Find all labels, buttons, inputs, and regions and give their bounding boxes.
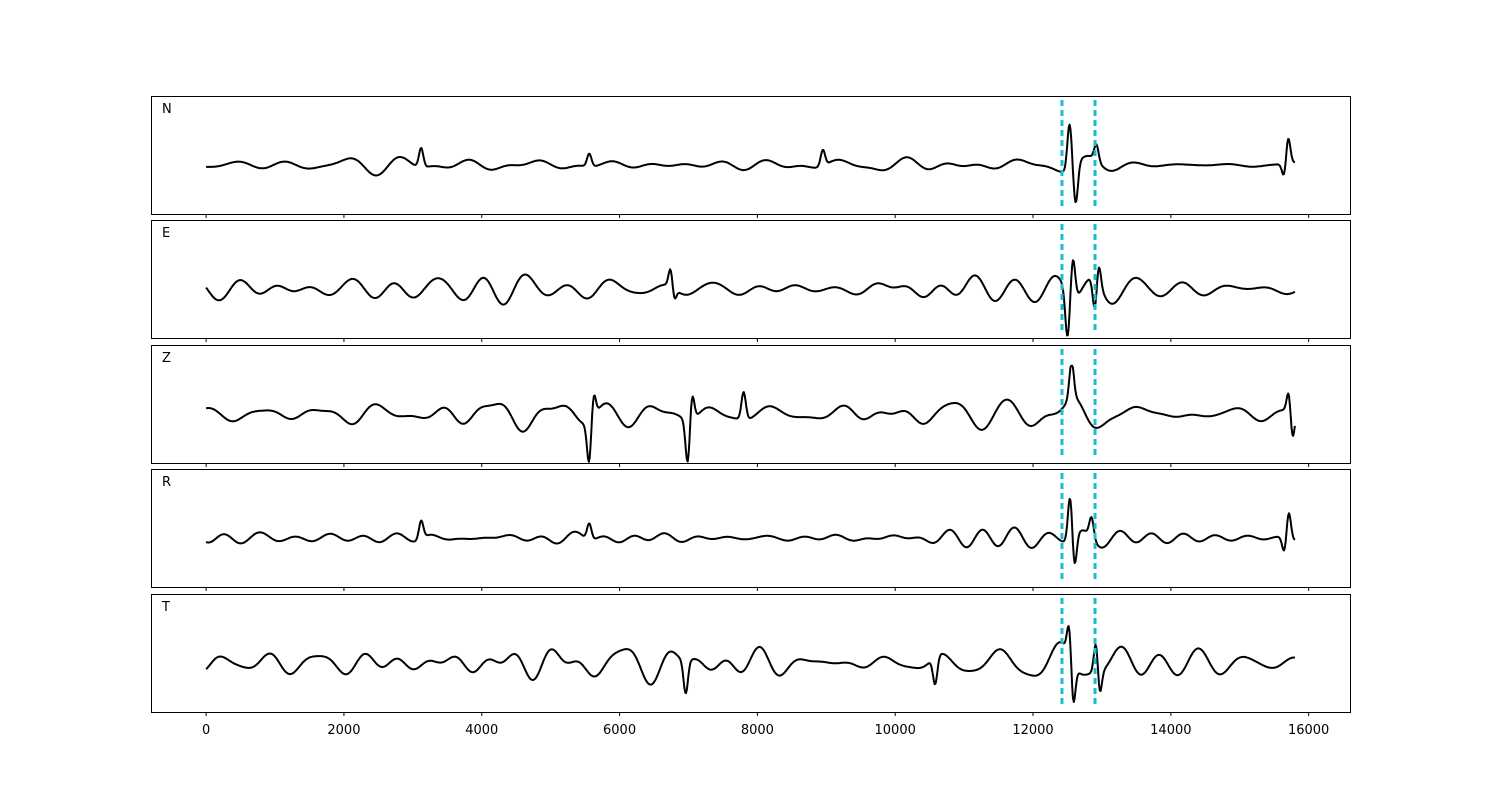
channel-label: N xyxy=(162,102,172,117)
x-tick-label: 4000 xyxy=(465,723,498,738)
x-tick-label: 12000 xyxy=(1012,723,1053,738)
x-tick-label: 0 xyxy=(202,723,210,738)
panels-group: N E Z R T xyxy=(151,96,1351,716)
trace-e xyxy=(205,259,1296,337)
channel-label: R xyxy=(162,475,171,490)
channel-label: T xyxy=(161,600,170,615)
x-tick-label: 2000 xyxy=(327,723,360,738)
x-tick-label: 6000 xyxy=(603,723,636,738)
panel-frame xyxy=(151,220,1351,339)
x-tick-label: 10000 xyxy=(875,723,916,738)
panel-n: N xyxy=(151,96,1351,218)
x-tick-label: 8000 xyxy=(741,723,774,738)
panel-z: Z xyxy=(151,345,1351,467)
x-tick-label: 14000 xyxy=(1150,723,1191,738)
panel-frame xyxy=(151,96,1351,215)
panel-frame xyxy=(151,469,1351,588)
panel-e: E xyxy=(151,220,1351,342)
trace-r xyxy=(205,497,1296,564)
trace-n xyxy=(206,123,1296,204)
trace-t xyxy=(205,625,1295,703)
panel-t: T xyxy=(151,594,1351,716)
channel-label: Z xyxy=(162,351,171,366)
trace-z xyxy=(205,364,1296,463)
channel-label: E xyxy=(162,226,170,241)
panel-frame xyxy=(151,345,1351,464)
x-axis: 0 2000 4000 6000 8000 10000 12000 14000 16000 xyxy=(202,723,1329,738)
panel-r: R xyxy=(151,469,1351,591)
panel-frame xyxy=(151,594,1351,713)
x-tick-label: 16000 xyxy=(1288,723,1329,738)
